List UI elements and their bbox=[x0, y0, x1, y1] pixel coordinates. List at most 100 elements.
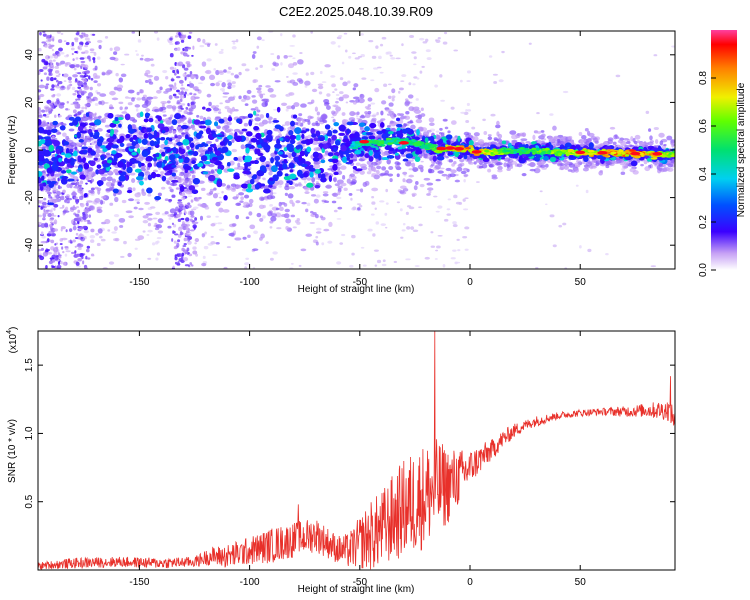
spectrogram-cell bbox=[203, 245, 209, 250]
spectrogram-cell bbox=[346, 178, 351, 184]
spectrogram-cell bbox=[65, 206, 69, 212]
spectrogram-cell bbox=[140, 167, 146, 171]
spectrogram-cell bbox=[232, 196, 239, 200]
spectrogram-cell bbox=[87, 55, 91, 60]
spectrogram-cell bbox=[59, 85, 66, 91]
spectrogram-cell bbox=[516, 163, 523, 168]
spectrogram-cell bbox=[87, 92, 94, 98]
spectrogram-cell bbox=[544, 203, 548, 206]
spectrogram-cell bbox=[40, 206, 44, 210]
spectrogram-cell bbox=[74, 37, 79, 41]
spectrogram-cell bbox=[189, 229, 195, 232]
spectrogram-cell bbox=[57, 186, 62, 189]
spectrogram-cell bbox=[167, 225, 172, 229]
spectrogram-cell bbox=[218, 50, 224, 54]
spectrogram-cell bbox=[194, 139, 199, 142]
spectrogram-cell bbox=[58, 104, 65, 109]
spectrogram-cell bbox=[62, 123, 67, 126]
spectrogram-cell bbox=[599, 170, 603, 173]
spectrogram-cell bbox=[92, 33, 96, 36]
spectrogram-cell bbox=[232, 41, 236, 45]
spectrogram-cell bbox=[226, 246, 231, 249]
spectrogram-cell bbox=[497, 165, 503, 171]
spectrogram-cell bbox=[38, 108, 42, 114]
spectrogram-cell bbox=[90, 51, 95, 54]
spectrogram-cell bbox=[360, 188, 364, 193]
spectrogram-cell bbox=[187, 35, 192, 40]
spectrogram-cell bbox=[83, 208, 90, 214]
spectrogram-cell bbox=[390, 57, 396, 60]
spectrogram-cell bbox=[415, 118, 423, 124]
spectrogram-cell bbox=[142, 220, 149, 224]
spectrogram-cell bbox=[539, 190, 543, 193]
spectrogram-cell bbox=[568, 163, 576, 168]
spectrogram-cell bbox=[146, 234, 150, 236]
spectrogram-cell bbox=[170, 182, 177, 187]
spectrogram-cell bbox=[221, 82, 226, 88]
spectrogram-cell bbox=[301, 120, 306, 124]
spectrogram-cell bbox=[442, 118, 448, 122]
spectrogram-cell bbox=[255, 87, 262, 91]
spectrogram-cell bbox=[391, 97, 395, 102]
spectrogram-cell bbox=[440, 132, 445, 138]
spectrogram-cell bbox=[159, 86, 163, 91]
spectrogram-cell bbox=[105, 133, 110, 138]
spectrogram-cell bbox=[226, 184, 231, 189]
spectrogram-cell bbox=[187, 236, 191, 242]
spectrogram-cell bbox=[590, 136, 597, 140]
spectrogram-cell bbox=[77, 80, 84, 86]
spectrogram-cell bbox=[305, 208, 309, 213]
spectrogram-cell bbox=[247, 234, 251, 239]
spectrogram-cell bbox=[478, 165, 484, 169]
spectrogram-cell bbox=[115, 123, 120, 129]
spectrogram-cell bbox=[57, 261, 61, 266]
spectrogram-cell bbox=[49, 209, 53, 213]
spectrogram-cell bbox=[231, 81, 236, 85]
spectrogram-cell bbox=[70, 251, 75, 255]
spectrogram-cell bbox=[121, 199, 127, 204]
spectrogram-cell bbox=[153, 169, 158, 173]
spectrogram-cell bbox=[131, 178, 136, 183]
spectrogram-cell bbox=[379, 173, 386, 177]
spectrogram-cell bbox=[285, 218, 292, 224]
spectrogram-cell bbox=[632, 170, 639, 175]
spectrogram-cell bbox=[68, 128, 75, 132]
spectrogram-cell bbox=[77, 97, 81, 101]
spectrogram-cell bbox=[127, 97, 132, 99]
spectrogram-cell bbox=[183, 88, 189, 92]
spectrogram-cell bbox=[244, 68, 250, 72]
spectrogram-cell bbox=[81, 32, 84, 35]
spectrogram-cell bbox=[33, 174, 36, 177]
spectrogram-cell bbox=[181, 83, 184, 87]
spectrogram-cell bbox=[549, 214, 555, 218]
spectrogram-cell bbox=[357, 207, 361, 211]
spectrogram-cell bbox=[189, 218, 193, 222]
spectrogram-cell bbox=[634, 134, 641, 140]
spectrogram-cell bbox=[425, 49, 431, 53]
spectrogram-cell bbox=[137, 39, 142, 43]
spectrogram-cell bbox=[63, 40, 67, 43]
spectrogram-cell bbox=[407, 159, 414, 163]
spectrogram-cell bbox=[72, 239, 76, 243]
spectrogram-cell bbox=[142, 215, 149, 219]
spectrogram-cell bbox=[50, 62, 53, 66]
spectrogram-cell bbox=[50, 44, 55, 47]
spectrogram-cell bbox=[64, 199, 70, 204]
spectrogram-cell bbox=[321, 81, 327, 83]
spectrogram-cell bbox=[351, 52, 356, 55]
spectrogram-cell bbox=[52, 176, 57, 179]
spectrogram-cell bbox=[136, 91, 140, 96]
spectrogram-cell bbox=[309, 221, 316, 224]
spectrogram-cell bbox=[292, 34, 296, 38]
spectrogram-cell bbox=[213, 67, 217, 71]
spectrogram-cell bbox=[498, 79, 504, 83]
spectrogram-cell bbox=[234, 74, 239, 79]
spectrogram-cell bbox=[313, 198, 319, 204]
spectrogram-cell bbox=[405, 211, 409, 215]
spectrogram-cell bbox=[441, 173, 448, 177]
spectrogram-cell bbox=[301, 201, 307, 205]
spectrogram-cell bbox=[545, 163, 549, 168]
spectrogram-cell bbox=[184, 91, 187, 95]
spectrogram-cell bbox=[349, 111, 356, 117]
spectrogram-cell bbox=[41, 201, 47, 206]
